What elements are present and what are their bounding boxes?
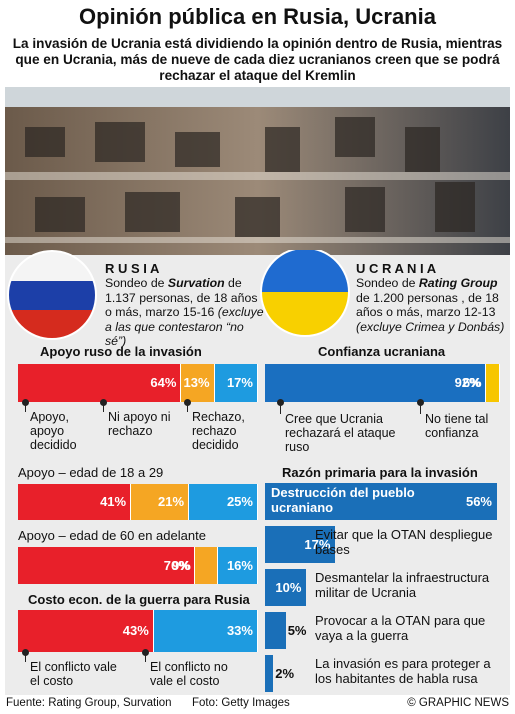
value-label: 41% xyxy=(100,494,127,509)
leader-line xyxy=(25,652,26,662)
bar xyxy=(265,655,274,692)
text: de 1.200 personas , de 18 años o más, ma… xyxy=(356,290,499,320)
text: de 1.137 personas, de 18 años o más, mar… xyxy=(105,276,258,319)
russia-heading: R U S I A xyxy=(105,261,160,276)
leader-line xyxy=(25,402,26,412)
leader-line xyxy=(103,402,104,412)
value-label: 9% xyxy=(172,557,191,573)
leader-line xyxy=(280,402,281,414)
text: Survation xyxy=(167,276,225,290)
value-label: 21% xyxy=(157,494,185,509)
category-label: Provocar a la OTAN para que vaya a la gu… xyxy=(315,613,486,643)
legend-label: El conflicto vale el costo xyxy=(30,660,117,688)
bar-segment xyxy=(18,610,154,652)
value-label: 92% xyxy=(454,375,481,390)
footer-source: Fuente: Rating Group, Survation xyxy=(6,697,172,709)
leader-dot xyxy=(100,399,107,406)
value-label: 17% xyxy=(226,375,253,390)
legend-label: Cree que Ucrania rechazará el ataque rus… xyxy=(285,412,396,454)
value-label: 70% xyxy=(163,557,190,573)
bar xyxy=(265,526,336,563)
legend-label: Rechazo, rechazo decidido xyxy=(192,410,245,452)
bar xyxy=(265,569,307,606)
bar-segment xyxy=(485,364,500,402)
value-label: 43% xyxy=(122,623,149,638)
bar-segment xyxy=(265,364,486,402)
text: Sondeo de xyxy=(105,276,168,290)
leader-line xyxy=(187,402,188,412)
chart-title: Confianza ucraniana xyxy=(318,344,446,359)
leader-line xyxy=(145,652,146,662)
bar-segment xyxy=(189,484,258,520)
value-label: 25% xyxy=(226,494,253,509)
leader-dot xyxy=(142,649,149,656)
category-label: Desmantelar la infraestructura militar d… xyxy=(315,570,490,600)
footer-credit: © GRAPHIC NEWS xyxy=(407,697,509,709)
leader-dot xyxy=(22,399,29,406)
text: Rating Group xyxy=(418,276,498,290)
leader-dot xyxy=(417,399,424,406)
bar xyxy=(265,612,286,649)
title: Opinión pública en Rusia, Ucrania xyxy=(79,4,436,29)
category-label: Apoyo – edad de 18 a 29 xyxy=(18,465,164,480)
value-label: 13% xyxy=(183,375,210,390)
bar xyxy=(265,483,497,520)
footer-photo: Foto: Getty Images xyxy=(192,697,290,709)
legend-label: Apoyo, apoyo decidido xyxy=(30,410,77,452)
russia-description: Sondeo de Survation de 1.137 personas, d… xyxy=(105,276,265,349)
value-label: 33% xyxy=(226,623,253,638)
bar-segment xyxy=(214,364,258,402)
ukraine-description: Sondeo de Rating Group de 1.200 personas… xyxy=(356,276,508,334)
bar-segment xyxy=(18,484,132,520)
text: (excluye a las que contestaron “no sé”) xyxy=(105,305,264,348)
legend-label: No tiene tal confianza xyxy=(425,412,489,440)
value-label: 56% xyxy=(465,493,492,509)
chart-title: Apoyo ruso de la invasión xyxy=(40,344,202,359)
category-label: Apoyo – edad de 60 en adelante xyxy=(18,528,206,543)
legend-label: El conflicto no vale el costo xyxy=(150,660,228,688)
bar-segment xyxy=(153,610,258,652)
value-label: 5% xyxy=(287,622,307,638)
leader-dot xyxy=(22,649,29,656)
text: (excluye Crimea y Donbás) xyxy=(356,319,505,334)
chart-title: Razón primaria para la invasión xyxy=(282,465,478,480)
category-label: Destrucción del pueblo ucraniano xyxy=(271,485,415,515)
leader-dot xyxy=(184,399,191,406)
ukraine-heading: U C R A N I A xyxy=(356,261,437,276)
bar-segment xyxy=(181,364,215,402)
value-label: 64% xyxy=(150,375,177,390)
category-label: Evitar que la OTAN despliegue bases xyxy=(315,527,493,557)
leader-dot xyxy=(277,399,284,406)
leader-line xyxy=(420,402,421,414)
value-label: 17% xyxy=(304,536,331,552)
bar-segment xyxy=(131,484,190,520)
photo xyxy=(5,87,510,255)
value-label: 16% xyxy=(226,557,253,573)
text: Sondeo de xyxy=(356,276,419,290)
bar-segment xyxy=(217,547,258,584)
chart-title: Costo econ. de la guerra para Rusia xyxy=(28,592,250,607)
value-label: 6% xyxy=(462,375,482,390)
value-label: 10% xyxy=(275,579,302,595)
value-label: 2% xyxy=(275,665,295,681)
bar-segment xyxy=(194,547,218,584)
bar-segment xyxy=(18,547,195,584)
subtitle: La invasión de Ucrania está dividiendo l… xyxy=(12,36,503,83)
bar-segment xyxy=(18,364,182,402)
flags xyxy=(7,250,350,340)
legend-label: Ni apoyo ni rechazo xyxy=(108,410,171,438)
category-label: La invasión es para proteger a los habit… xyxy=(315,656,491,686)
